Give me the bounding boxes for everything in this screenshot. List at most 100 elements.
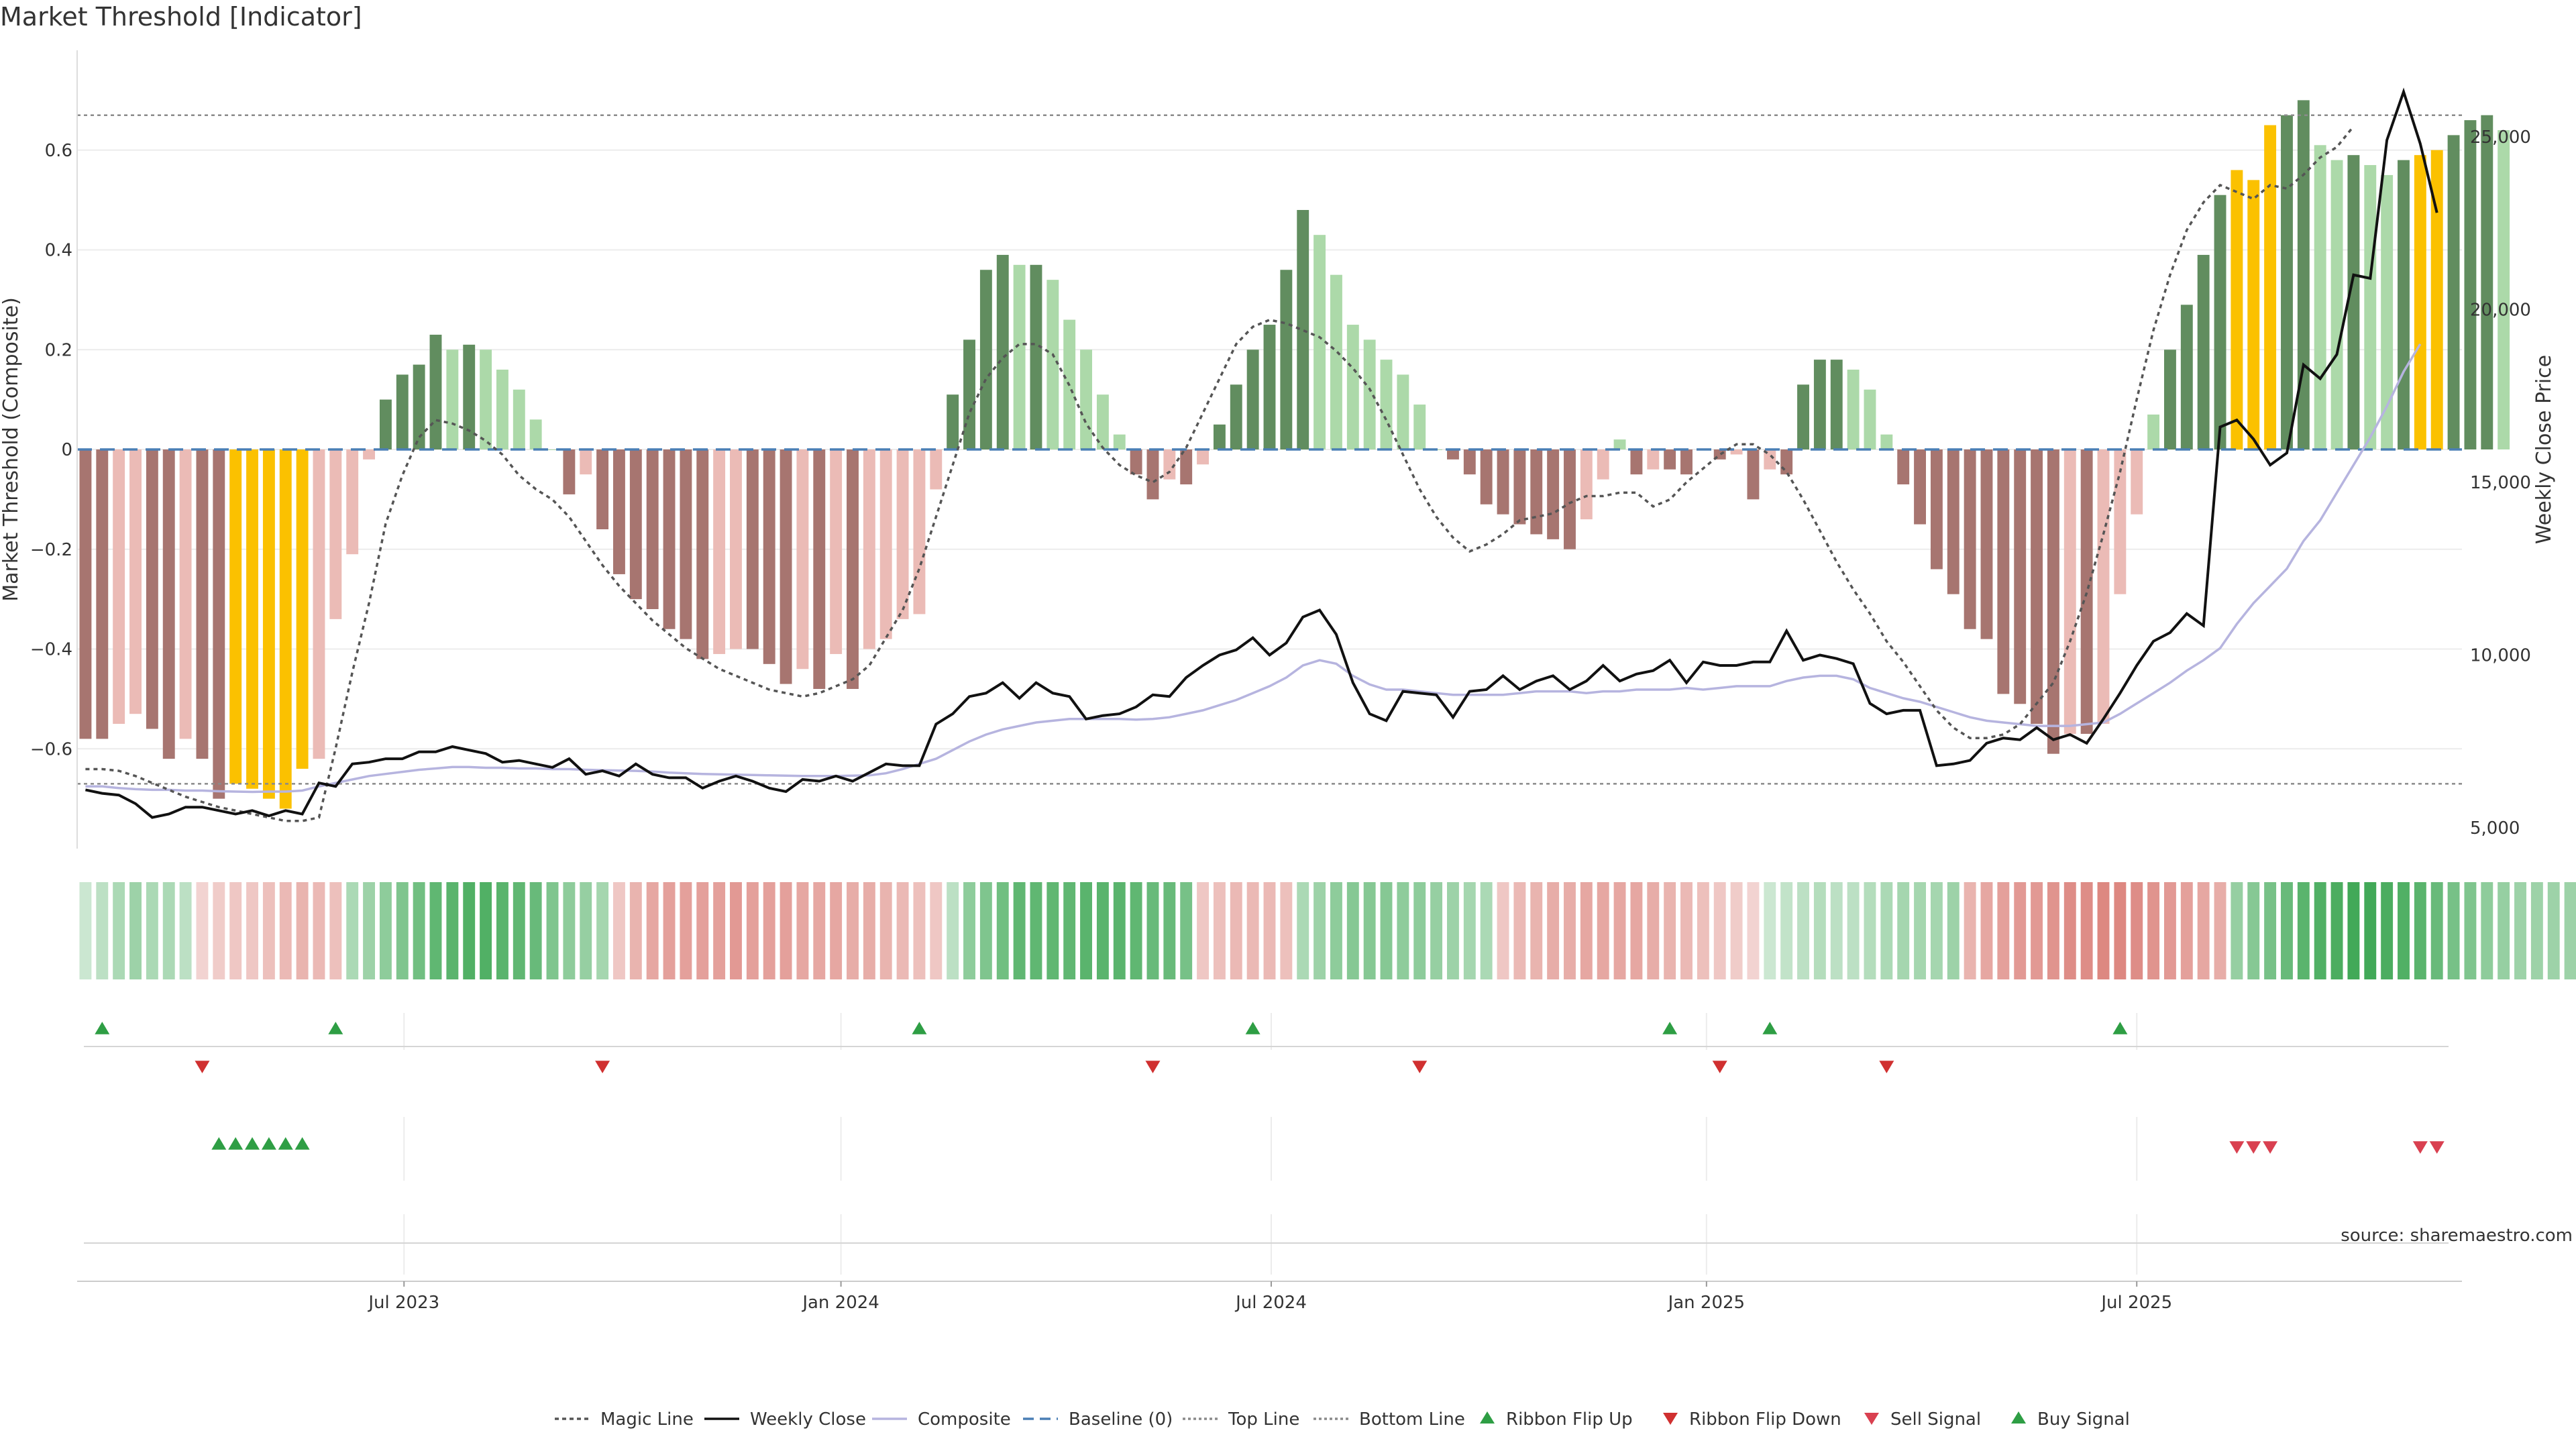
composite-bar (1030, 264, 1042, 449)
composite-bar (2297, 100, 2310, 449)
ribbon-cell (1613, 882, 1626, 979)
y-axis-label: Market Threshold (Composite) (0, 297, 23, 602)
legend-label-close: Weekly Close (750, 1409, 866, 1430)
composite-bar (1580, 449, 1593, 520)
ribbon-cell (529, 882, 542, 979)
composite-bar (1613, 439, 1626, 449)
composite-line (85, 343, 2422, 794)
ribbon-cell (113, 882, 125, 979)
composite-bar (863, 449, 875, 649)
composite-bar (2131, 449, 2143, 515)
composite-bar (346, 449, 359, 555)
composite-bar (680, 449, 692, 639)
composite-bar (1013, 264, 1026, 449)
ribbon-cell (1463, 882, 1476, 979)
ribbon-cell (1680, 882, 1693, 979)
ribbon-cell (896, 882, 909, 979)
composite-bar (296, 449, 309, 769)
composite-bar (2097, 449, 2110, 724)
composite-bar (246, 449, 258, 789)
composite-bar (2014, 449, 2027, 704)
ribbon-cell (1447, 882, 1459, 979)
ribbon-cell (2047, 882, 2059, 979)
composite-bar (996, 254, 1009, 449)
ribbon-cell (1897, 882, 1910, 979)
ribbon-cell (2031, 882, 2043, 979)
ribbon-cell (2297, 882, 2310, 979)
composite-bar (2180, 305, 2193, 449)
composite-bar (1197, 449, 1210, 465)
ribbon-cell (1864, 882, 1876, 979)
composite-bar (2364, 165, 2377, 449)
sell-signal-marker (2263, 1141, 2278, 1154)
composite-bar (1096, 394, 1109, 449)
ribbon-cell (1964, 882, 1976, 979)
ribbon-cell (2314, 882, 2326, 979)
ribbon-flip-down-marker (1412, 1061, 1428, 1073)
composite-bar (847, 449, 859, 689)
legend-swatch-buy (2011, 1411, 2026, 1424)
composite-bar (2464, 120, 2477, 449)
composite-bar (496, 370, 508, 449)
ribbon-cell (663, 882, 676, 979)
ribbon-cell (1046, 882, 1059, 979)
composite-bar (1346, 325, 1359, 449)
buy-signal-marker (261, 1137, 276, 1150)
ribbon-flip-down-marker (1712, 1061, 1727, 1073)
legend-label-flip_down: Ribbon Flip Down (1689, 1409, 1841, 1430)
y-tick-label: −0.2 (30, 540, 72, 560)
ribbon-cell (2347, 882, 2360, 979)
composite-bar (1964, 449, 1976, 629)
ribbon-cell (480, 882, 492, 979)
ribbon-cell (696, 882, 709, 979)
composite-bar (1447, 449, 1459, 460)
composite-bar (1947, 449, 1960, 594)
buy-signal-marker (245, 1137, 260, 1150)
legend-label-composite: Composite (918, 1409, 1011, 1430)
sell-signal-marker (2429, 1141, 2445, 1154)
x-tick-label: Jul 2024 (1234, 1293, 1307, 1313)
ribbon-cell (563, 882, 576, 979)
composite-bar (1930, 449, 1943, 570)
ribbon-cell (1013, 882, 1026, 979)
composite-bar (1463, 449, 1476, 475)
ribbon-cell (646, 882, 659, 979)
composite-bar (379, 399, 392, 449)
ribbon-flip-down-marker (595, 1061, 610, 1073)
composite-bar (1213, 424, 1226, 449)
ribbon-cell (296, 882, 309, 979)
composite-bar (2197, 254, 2210, 449)
ribbon-cell (346, 882, 359, 979)
composite-bar (546, 449, 559, 450)
ribbon-flip-down-marker (195, 1061, 210, 1073)
ribbon-cell (546, 882, 559, 979)
y-tick-label: 0.4 (45, 241, 72, 261)
ribbon-cell (763, 882, 775, 979)
ribbon-cell (2114, 882, 2127, 979)
composite-bar (1730, 449, 1743, 455)
ribbon-cell (146, 882, 158, 979)
composite-bar (2247, 180, 2260, 449)
composite-bar (2264, 125, 2277, 449)
ribbon-cell (930, 882, 943, 979)
ribbon-cell (179, 882, 192, 979)
composite-bar (1280, 270, 1293, 449)
ribbon-cell (2163, 882, 2176, 979)
composite-bar (1263, 325, 1276, 449)
sell-signal-marker (2412, 1141, 2428, 1154)
y-tick-label: 0.6 (45, 141, 72, 161)
composite-bar (580, 449, 592, 475)
ribbon-flip-down-marker (1145, 1061, 1161, 1073)
y2-tick-label: 25,000 (2470, 127, 2531, 148)
ribbon-cell (2231, 882, 2243, 979)
composite-bar (113, 449, 125, 724)
composite-bar (780, 449, 792, 684)
composite-bar (1480, 449, 1493, 504)
ribbon-cell (2014, 882, 2027, 979)
ribbon-cell (2264, 882, 2277, 979)
composite-bar (1397, 374, 1409, 449)
composite-bar (1647, 449, 1660, 470)
composite-bar (196, 449, 209, 759)
ribbon-cell (629, 882, 642, 979)
ribbon-flip-up-marker (1762, 1022, 1778, 1034)
